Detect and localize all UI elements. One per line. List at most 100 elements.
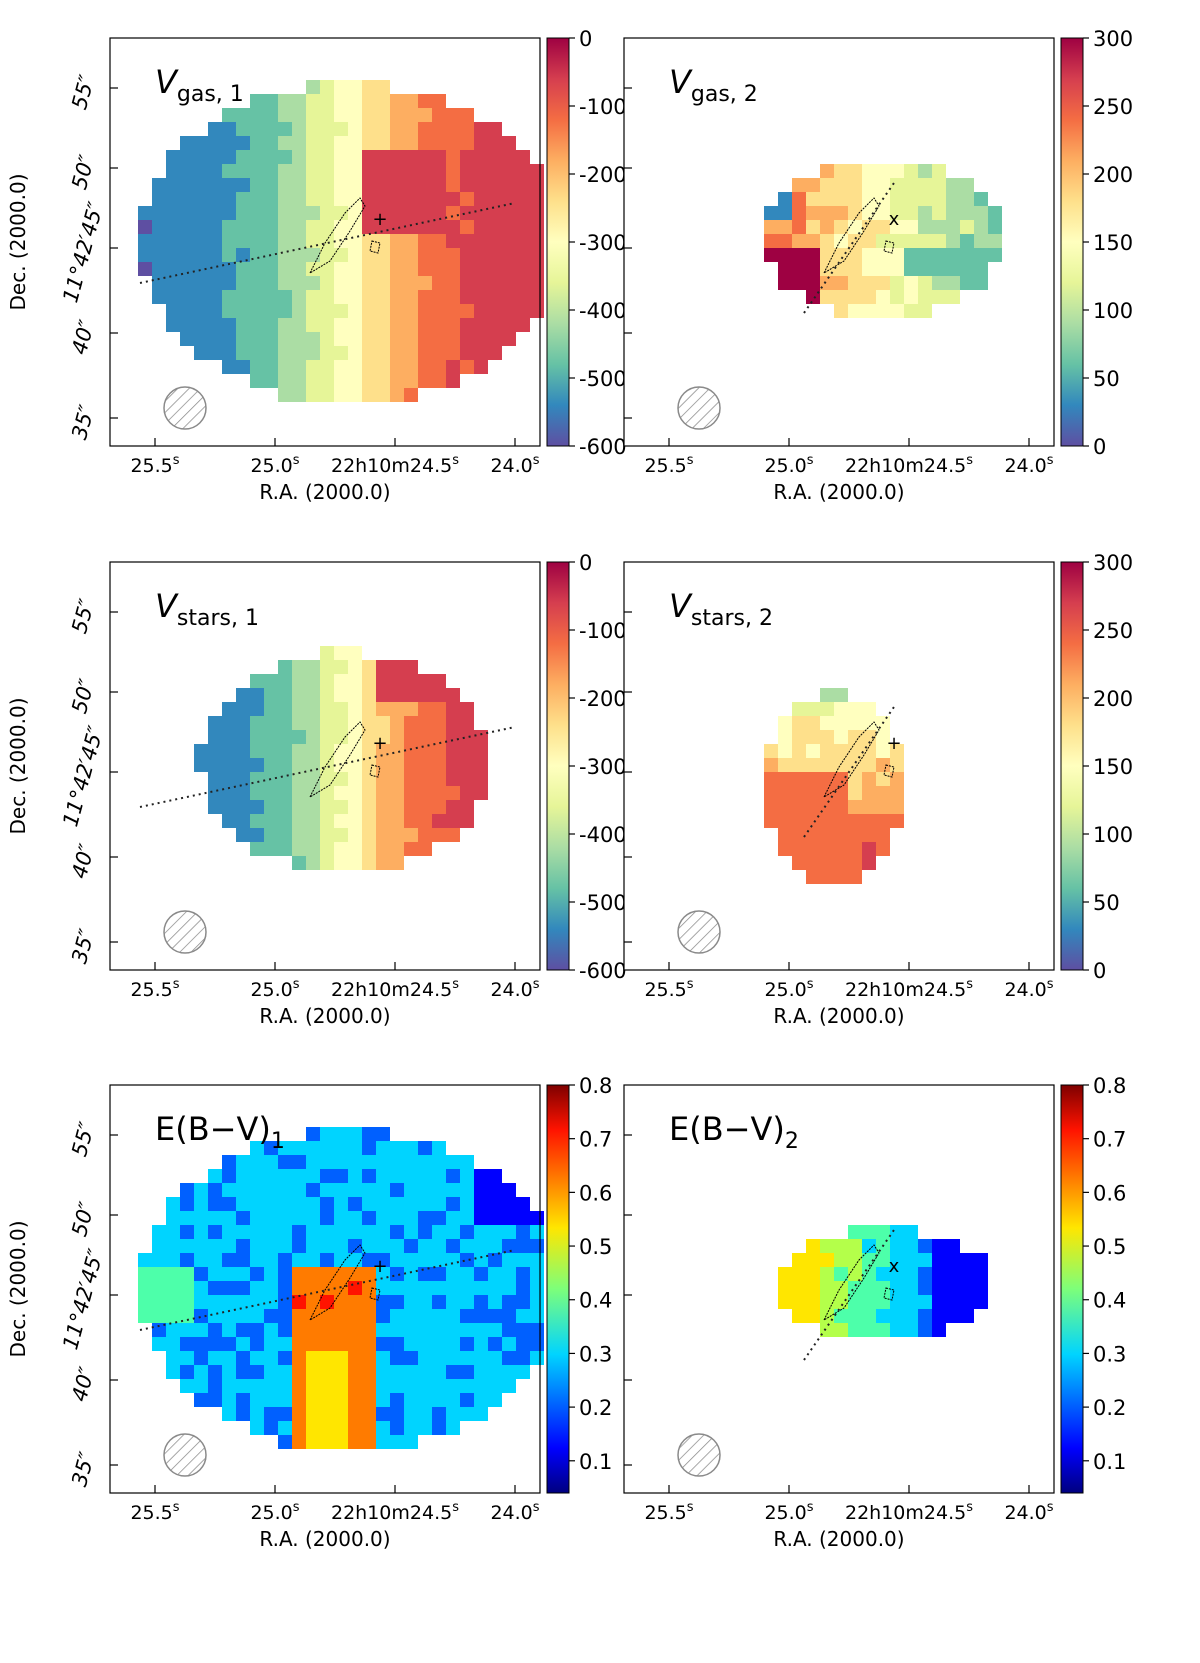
map-pixel xyxy=(152,1309,166,1323)
map-pixel xyxy=(848,772,862,786)
map-pixel xyxy=(348,1421,362,1435)
colorbar-tick-label: 100 xyxy=(1093,823,1133,847)
map-pixel xyxy=(806,1309,820,1323)
map-pixel xyxy=(446,262,460,276)
map-pixel xyxy=(488,1267,502,1281)
map-pixel xyxy=(250,346,264,360)
map-pixel xyxy=(278,1169,292,1183)
map-pixel xyxy=(418,1379,432,1393)
map-pixel xyxy=(292,730,306,744)
map-pixel xyxy=(474,304,488,318)
map-pixel xyxy=(502,136,516,150)
map-pixel xyxy=(236,1337,250,1351)
map-pixel xyxy=(306,828,320,842)
map-pixel xyxy=(222,758,236,772)
map-pixel xyxy=(306,814,320,828)
map-pixel xyxy=(446,744,460,758)
map-pixel xyxy=(376,108,390,122)
map-pixel xyxy=(306,1141,320,1155)
map-pixel xyxy=(488,304,502,318)
y-axis-label: Dec. (2000.0) xyxy=(6,173,30,310)
map-pixel xyxy=(208,164,222,178)
map-pixel xyxy=(418,346,432,360)
map-pixel xyxy=(292,318,306,332)
map-pixel xyxy=(362,758,376,772)
colorbar-tick-label: 0.7 xyxy=(579,1128,612,1152)
map-pixel xyxy=(918,1323,932,1337)
map-pixel xyxy=(306,688,320,702)
map-pixel xyxy=(320,1211,334,1225)
map-pixel xyxy=(460,164,474,178)
map-pixel xyxy=(236,234,250,248)
map-pixel xyxy=(820,814,834,828)
map-pixel xyxy=(376,1393,390,1407)
map-pixel xyxy=(194,1309,208,1323)
map-pixel xyxy=(778,716,792,730)
map-pixel xyxy=(530,290,544,304)
map-pixel xyxy=(250,1309,264,1323)
map-pixel xyxy=(236,730,250,744)
contour-line xyxy=(308,1244,366,1322)
map-pixel xyxy=(446,220,460,234)
map-pixel xyxy=(376,1295,390,1309)
colorbar-tick-label: 100 xyxy=(1093,299,1133,323)
map-pixel xyxy=(446,290,460,304)
map-pixel xyxy=(166,1211,180,1225)
map-pixel xyxy=(418,164,432,178)
map-pixel xyxy=(488,1253,502,1267)
map-pixel xyxy=(180,178,194,192)
map-pixel xyxy=(138,234,152,248)
map-pixel xyxy=(278,1239,292,1253)
map-pixel xyxy=(236,178,250,192)
map-pixel xyxy=(404,360,418,374)
map-pixel xyxy=(516,220,530,234)
map-pixel xyxy=(460,262,474,276)
map-pixel xyxy=(320,842,334,856)
map-pixel xyxy=(320,1407,334,1421)
map-pixel xyxy=(460,248,474,262)
map-pixel xyxy=(222,108,236,122)
colorbar-tick-label: 0.3 xyxy=(579,1342,612,1366)
map-pixel xyxy=(320,150,334,164)
map-pixel xyxy=(334,220,348,234)
map-pixel xyxy=(404,220,418,234)
map-pixel xyxy=(390,1253,404,1267)
map-pixel xyxy=(432,94,446,108)
map-pixel xyxy=(278,248,292,262)
map-pixel xyxy=(890,220,904,234)
map-pixel xyxy=(236,122,250,136)
map-pixel xyxy=(404,1253,418,1267)
map-pixel xyxy=(166,220,180,234)
map-pixel xyxy=(516,1267,530,1281)
map-pixel xyxy=(222,1281,236,1295)
map-pixel xyxy=(362,234,376,248)
map-pixel xyxy=(278,346,292,360)
map-pixel xyxy=(446,1253,460,1267)
map-pixel xyxy=(890,1309,904,1323)
map-pixel xyxy=(432,1379,446,1393)
map-pixel xyxy=(432,318,446,332)
x-tick-label: 25.5s xyxy=(644,453,693,477)
map-pixel xyxy=(376,856,390,870)
map-pixel xyxy=(862,1295,876,1309)
map-pixel xyxy=(306,290,320,304)
map-pixel xyxy=(278,786,292,800)
map-pixel xyxy=(932,206,946,220)
map-pixel xyxy=(376,374,390,388)
colorbar-tick-label: 0.2 xyxy=(579,1396,612,1420)
map-pixel xyxy=(530,1323,544,1337)
map-pixel xyxy=(418,1393,432,1407)
map-pixel xyxy=(820,262,834,276)
map-pixel xyxy=(390,1211,404,1225)
map-pixel xyxy=(820,688,834,702)
map-pixel xyxy=(418,1253,432,1267)
map-pixel xyxy=(502,1225,516,1239)
map-pixel xyxy=(348,318,362,332)
map-pixel xyxy=(264,842,278,856)
map-pixel xyxy=(848,178,862,192)
map-pixel xyxy=(432,702,446,716)
map-pixel xyxy=(792,220,806,234)
map-pixel xyxy=(278,206,292,220)
map-pixel xyxy=(502,150,516,164)
map-pixel xyxy=(848,744,862,758)
